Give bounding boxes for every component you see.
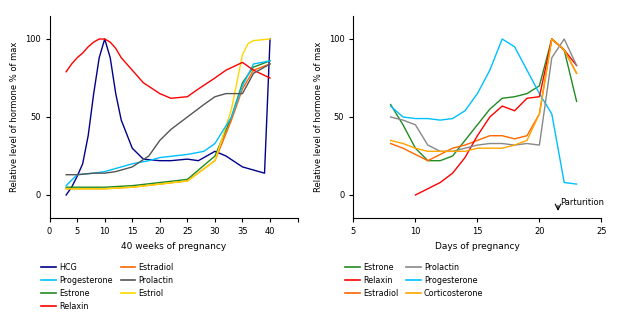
Legend: HCG, Progesterone, Estrone, Relaxin, Estradiol, Prolactin, Estriol: HCG, Progesterone, Estrone, Relaxin, Est… — [41, 263, 174, 311]
Legend: Estrone, Relaxin, Estradiol, Prolactin, Progesterone, Corticosterone: Estrone, Relaxin, Estradiol, Prolactin, … — [345, 263, 483, 298]
X-axis label: Days of pregnancy: Days of pregnancy — [435, 242, 520, 251]
Text: Parturition: Parturition — [560, 198, 604, 207]
X-axis label: 40 weeks of pregnancy: 40 weeks of pregnancy — [121, 242, 226, 251]
Y-axis label: Relative level of hormone % of max: Relative level of hormone % of max — [11, 42, 19, 192]
Y-axis label: Relative level of hormone % of max: Relative level of hormone % of max — [314, 42, 323, 192]
